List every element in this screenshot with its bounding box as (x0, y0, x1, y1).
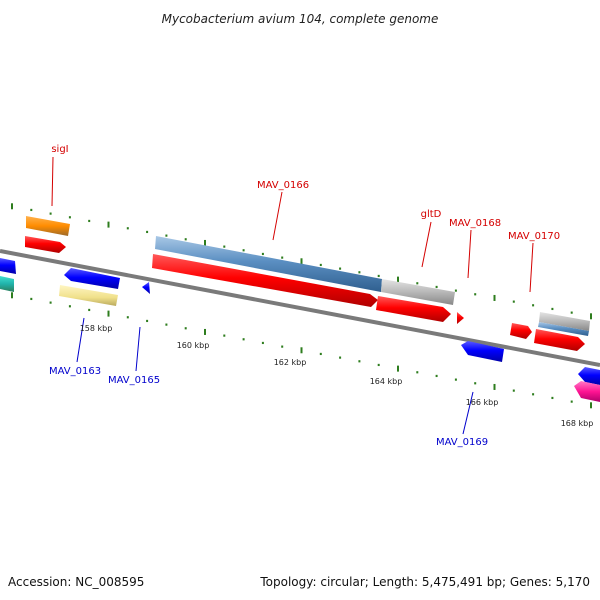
gene-label-MAV_0163[interactable]: MAV_0163 (49, 366, 101, 377)
feature-layer (0, 216, 600, 402)
gene-label-MAV_0170[interactable]: MAV_0170 (508, 231, 560, 242)
gene-feature[interactable] (574, 381, 600, 402)
gene-feature[interactable] (578, 367, 600, 385)
gene-label-MAV_0165[interactable]: MAV_0165 (108, 375, 160, 386)
gene-feature[interactable] (64, 268, 120, 289)
gene-feature[interactable] (510, 323, 532, 339)
gene-feature[interactable] (539, 312, 590, 331)
gene-feature[interactable] (155, 236, 382, 292)
tick-label: 164 kbp (370, 377, 403, 386)
gene-feature[interactable] (534, 329, 585, 351)
accession-text: Accession: NC_008595 (8, 575, 144, 589)
gene-labels: sigI MAV_0166 gltD MAV_0168 MAV_0170 MAV… (49, 144, 560, 448)
tick-label: 168 kbp (561, 419, 594, 428)
gene-feature[interactable] (0, 258, 16, 274)
map-title: Mycobacterium avium 104, complete genome (162, 12, 439, 26)
gene-feature[interactable] (457, 312, 464, 324)
label-leaders (51, 156, 534, 435)
gene-label-gltD[interactable]: gltD (421, 209, 442, 220)
gene-feature[interactable] (142, 282, 150, 294)
scale-labels: 158 kbp 160 kbp 162 kbp 164 kbp 166 kbp … (80, 324, 594, 428)
gene-feature[interactable] (152, 254, 378, 307)
tick-label: 160 kbp (177, 341, 210, 350)
genome-summary-text: Topology: circular; Length: 5,475,491 bp… (259, 575, 590, 589)
tick-label: 158 kbp (80, 324, 113, 333)
gene-label-MAV_0169[interactable]: MAV_0169 (436, 437, 488, 448)
gene-feature[interactable] (538, 322, 589, 336)
gene-feature[interactable] (25, 236, 66, 253)
gene-label-MAV_0168[interactable]: MAV_0168 (449, 218, 501, 229)
gene-feature[interactable] (0, 276, 14, 292)
upper-tick-row (11, 203, 592, 320)
gene-feature[interactable] (461, 341, 504, 362)
gene-label-sigI[interactable]: sigI (51, 144, 68, 155)
tick-label: 166 kbp (466, 398, 499, 407)
gene-label-MAV_0166[interactable]: MAV_0166 (257, 180, 309, 191)
tick-label: 162 kbp (274, 358, 307, 367)
gene-feature[interactable] (376, 296, 451, 322)
gene-feature[interactable] (59, 285, 118, 306)
genome-backbone (0, 249, 600, 367)
gene-feature[interactable] (26, 216, 70, 236)
lower-tick-row (11, 292, 592, 409)
gene-feature[interactable] (381, 279, 455, 305)
